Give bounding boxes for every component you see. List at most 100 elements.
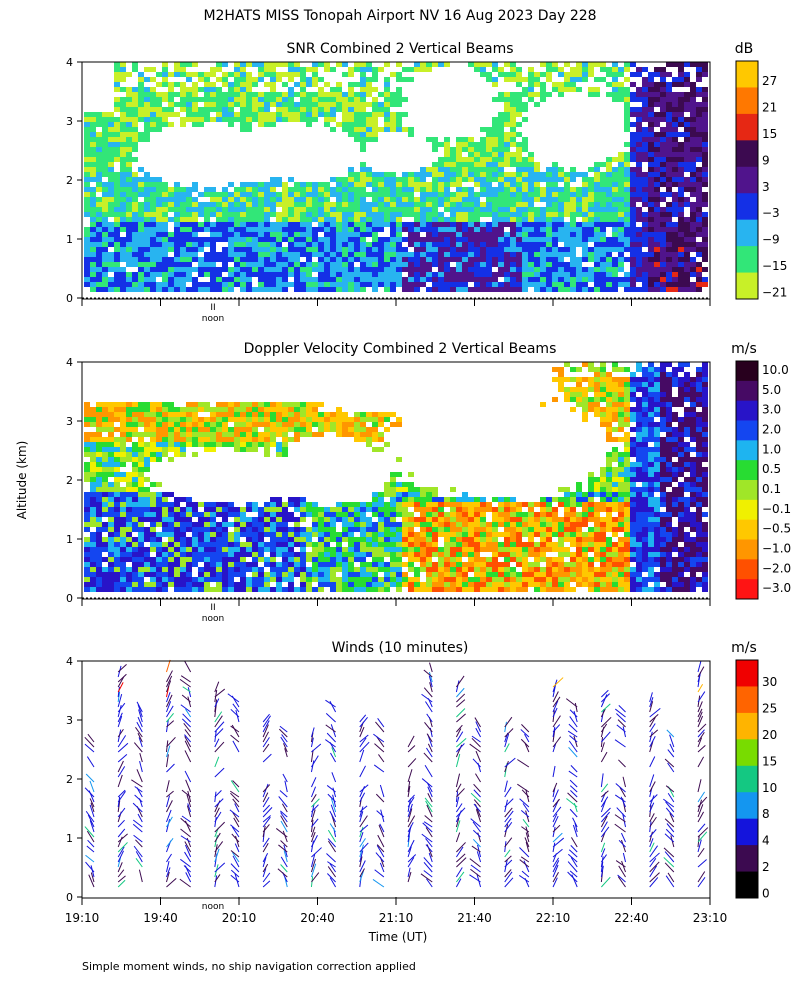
heat-cell xyxy=(582,242,588,247)
heat-cell xyxy=(414,257,420,262)
heat-cell xyxy=(300,272,306,277)
heat-cell xyxy=(174,287,180,292)
heat-cell xyxy=(264,437,270,442)
heat-cell xyxy=(138,562,144,567)
heat-cell xyxy=(414,272,420,277)
heat-cell xyxy=(144,502,150,507)
heat-cell xyxy=(408,282,414,287)
heat-cell xyxy=(534,92,540,97)
heat-cell xyxy=(90,137,96,142)
heat-cell xyxy=(444,207,450,212)
heat-cell xyxy=(180,572,186,577)
heat-cell xyxy=(366,277,372,282)
heat-cell xyxy=(138,582,144,587)
heat-cell xyxy=(210,532,216,537)
heat-cell xyxy=(630,277,636,282)
heat-cell xyxy=(258,522,264,527)
heat-cell xyxy=(588,212,594,217)
heat-cell xyxy=(528,177,534,182)
heat-cell xyxy=(144,457,150,462)
heat-cell xyxy=(144,177,150,182)
heat-cell xyxy=(324,107,330,112)
heat-cell xyxy=(648,242,654,247)
heat-cell xyxy=(96,502,102,507)
heat-cell xyxy=(120,242,126,247)
heat-cell xyxy=(648,282,654,287)
heat-cell xyxy=(90,437,96,442)
heat-cell xyxy=(180,242,186,247)
heat-cell xyxy=(120,237,126,242)
heat-cell xyxy=(144,222,150,227)
heat-cell xyxy=(342,557,348,562)
heat-cell xyxy=(426,182,432,187)
heat-cell xyxy=(264,247,270,252)
heat-cell xyxy=(384,97,390,102)
heat-cell xyxy=(180,202,186,207)
heat-cell xyxy=(516,107,522,112)
heat-cell xyxy=(198,422,204,427)
heat-cell xyxy=(114,67,120,72)
heat-cell xyxy=(168,197,174,202)
heat-cell xyxy=(474,157,480,162)
heat-cell xyxy=(216,522,222,527)
heat-cell xyxy=(162,422,168,427)
heat-cell xyxy=(312,117,318,122)
heat-cell xyxy=(156,547,162,552)
heat-cell xyxy=(600,187,606,192)
heat-cell xyxy=(228,92,234,97)
heat-cell xyxy=(234,562,240,567)
heat-cell xyxy=(360,207,366,212)
heat-cell xyxy=(276,497,282,502)
heat-cell xyxy=(318,97,324,102)
heat-cell xyxy=(390,287,396,292)
heat-cell xyxy=(648,147,654,152)
colorbar-swatch xyxy=(736,61,758,88)
heat-cell xyxy=(348,562,354,567)
heat-cell xyxy=(522,182,528,187)
heat-cell xyxy=(138,112,144,117)
heat-cell xyxy=(588,257,594,262)
heat-cell xyxy=(408,552,414,557)
heat-cell xyxy=(324,222,330,227)
heat-cell xyxy=(486,132,492,137)
heat-cell xyxy=(90,122,96,127)
heat-cell xyxy=(516,232,522,237)
heat-cell xyxy=(138,282,144,287)
heat-cell xyxy=(408,522,414,527)
heat-cell xyxy=(138,432,144,437)
heat-cell xyxy=(360,92,366,97)
heat-cell xyxy=(174,247,180,252)
heat-cell xyxy=(96,157,102,162)
heat-cell xyxy=(156,232,162,237)
heat-cell xyxy=(546,187,552,192)
heat-cell xyxy=(534,182,540,187)
heat-cell xyxy=(636,117,642,122)
heat-cell xyxy=(390,487,396,492)
heat-cell xyxy=(300,412,306,417)
heat-cell xyxy=(516,162,522,167)
heat-cell xyxy=(420,207,426,212)
heat-cell xyxy=(666,202,672,207)
heat-cell xyxy=(360,162,366,167)
heat-cell xyxy=(336,277,342,282)
heat-cell xyxy=(234,447,240,452)
heat-cell xyxy=(336,282,342,287)
heat-cell xyxy=(654,247,660,252)
heat-cell xyxy=(600,77,606,82)
heat-cell xyxy=(102,427,108,432)
heat-cell xyxy=(666,287,672,292)
heat-cell xyxy=(318,587,324,592)
heat-cell xyxy=(120,62,126,67)
heat-cell xyxy=(354,427,360,432)
heat-cell xyxy=(636,192,642,197)
heat-cell xyxy=(612,157,618,162)
heat-cell xyxy=(600,282,606,287)
heat-cell xyxy=(312,252,318,257)
heat-cell xyxy=(84,187,90,192)
heat-cell xyxy=(102,162,108,167)
heat-cell xyxy=(144,282,150,287)
heat-cell xyxy=(456,147,462,152)
heat-cell xyxy=(696,217,702,222)
heat-cell xyxy=(648,162,654,167)
heat-cell xyxy=(294,522,300,527)
